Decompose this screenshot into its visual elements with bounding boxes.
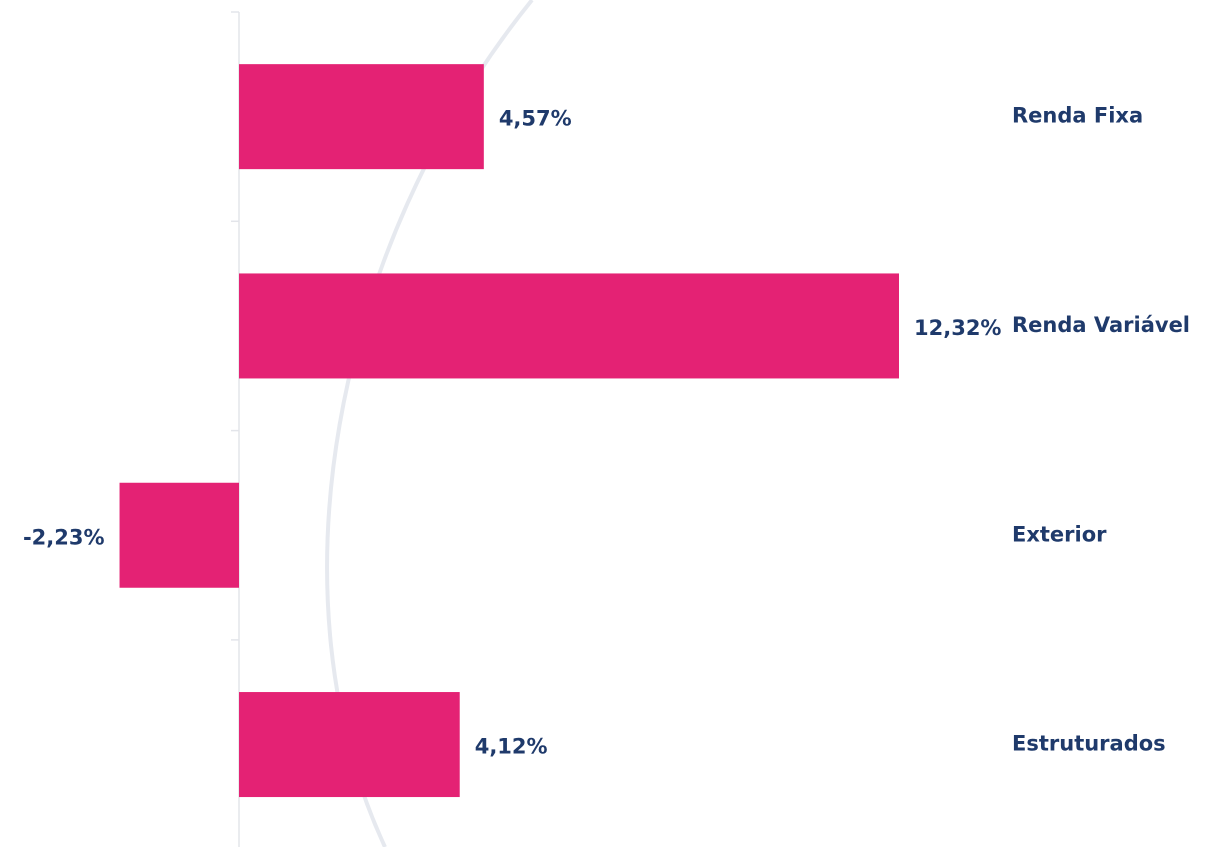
category-label: Renda Variável bbox=[1012, 313, 1190, 337]
value-label: 4,12% bbox=[475, 735, 548, 759]
value-label: 12,32% bbox=[914, 316, 1001, 340]
category-label: Renda Fixa bbox=[1012, 104, 1143, 128]
bar bbox=[239, 64, 484, 170]
category-label: Estruturados bbox=[1012, 732, 1166, 756]
bar bbox=[239, 273, 899, 379]
value-label: 4,57% bbox=[499, 107, 572, 131]
bar bbox=[119, 482, 239, 588]
value-label: -2,23% bbox=[23, 525, 105, 549]
category-label: Exterior bbox=[1012, 522, 1107, 546]
bar bbox=[239, 692, 460, 798]
